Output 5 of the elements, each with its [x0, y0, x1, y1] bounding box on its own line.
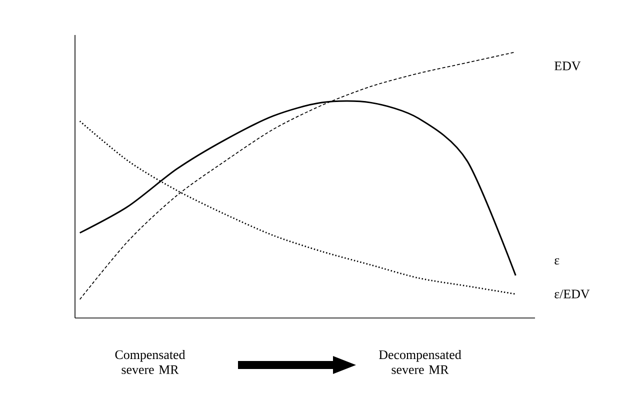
text: ε	[554, 258, 560, 265]
text: EDV	[554, 62, 581, 70]
text: Decompensated severe MR	[379, 350, 462, 374]
text: Compensated severe MR	[115, 350, 186, 374]
text: ε/EDV	[554, 290, 590, 298]
